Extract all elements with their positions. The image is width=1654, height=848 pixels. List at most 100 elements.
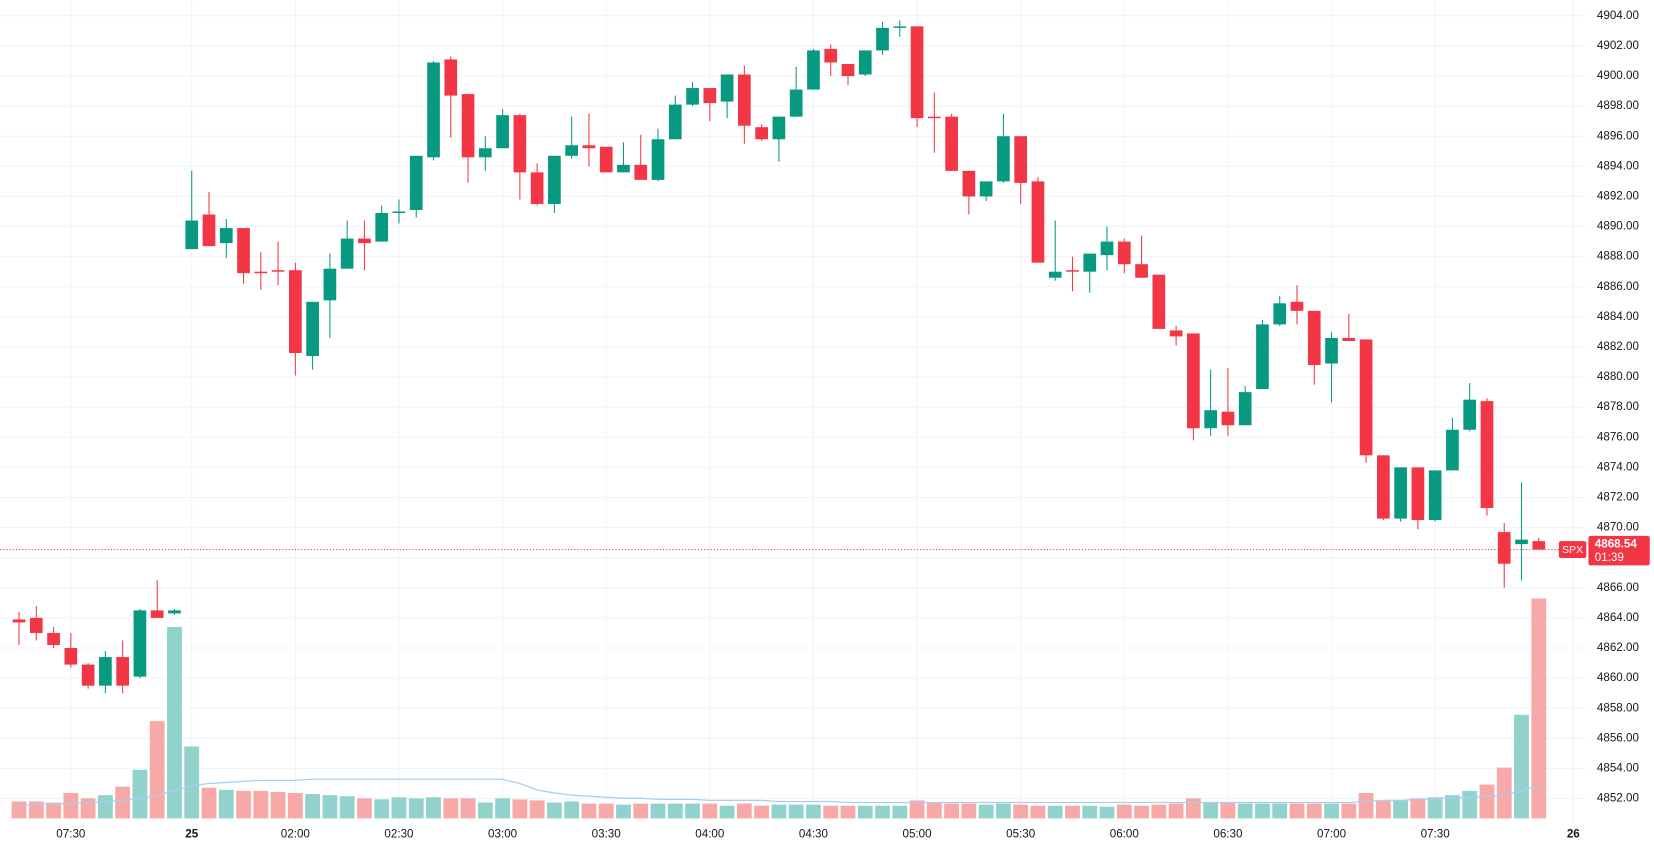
volume-bar [529,800,545,819]
volume-bar [132,769,148,819]
volume-bar [546,802,562,819]
candle-body [1238,392,1252,426]
candle-body [133,610,147,677]
candle-body [1135,264,1148,278]
volume-bar [1013,804,1029,819]
x-tick-label: 04:30 [799,827,829,840]
candle-body [755,127,768,140]
volume-bar [236,790,251,819]
volume-bar [961,803,977,819]
candle-body [513,115,527,173]
volume-bar [357,798,372,819]
candle-body [824,48,838,63]
x-tick-label: 06:00 [1110,827,1140,840]
volume-layer [11,598,1547,819]
candle-body [599,146,613,173]
candle-body [116,657,129,686]
x-tick-label: 04:00 [695,827,725,840]
candle-body [668,104,682,140]
candle-body [738,74,751,126]
candle-body [219,228,233,244]
candle-body [1307,310,1321,366]
volume-bar [650,803,666,819]
y-tick-label: 4882.00 [1597,340,1640,353]
volume-bar [616,804,631,819]
candle-body [720,74,734,102]
y-tick-label: 4900.00 [1597,69,1640,82]
y-tick-label: 4902.00 [1597,39,1640,52]
volume-bar [167,627,182,819]
candle-body [1066,270,1079,272]
volume-bar [892,805,908,819]
volume-bar [996,803,1011,819]
volume-bar [426,797,441,819]
volume-bar [1462,790,1478,819]
candle-body [306,301,319,356]
volume-bar [771,804,787,819]
candle-body [358,238,371,244]
volume-bar [1134,805,1149,819]
volume-bar [1272,803,1288,819]
candle-body [1428,470,1442,521]
volume-bar [1375,800,1391,819]
candle-body [807,50,820,90]
y-tick-label: 4886.00 [1597,280,1640,293]
candle-body [772,116,786,140]
y-tick-label: 4872.00 [1597,491,1640,504]
candle-body [1152,274,1166,329]
candle-body [1187,333,1200,429]
candle-body [1411,467,1425,521]
candle-body [582,145,596,149]
x-tick-label: 05:00 [903,827,933,840]
x-tick-label: 02:30 [384,827,414,840]
candle-body [185,220,199,250]
volume-bar [1496,767,1512,819]
price-label: 4868.54 [1595,537,1638,550]
y-tick-label: 4880.00 [1597,370,1640,383]
volume-bar [857,805,873,819]
volume-bar [1237,803,1253,819]
y-tick-label: 4896.00 [1597,129,1640,142]
y-tick-label: 4852.00 [1597,792,1640,805]
x-tick-label: 05:30 [1006,827,1036,840]
candle-body [1446,429,1459,471]
price-box [1588,535,1650,566]
y-tick-label: 4898.00 [1597,99,1640,112]
x-tick-label: 07:00 [1317,827,1347,840]
volume-bar [1030,805,1046,819]
candle-body [289,270,302,353]
volume-bar [1324,803,1339,819]
candle-body [392,211,406,213]
volume-bar [1479,784,1495,819]
volume-bar [253,790,269,819]
volume-bar [287,793,303,819]
volume-bar [322,795,338,819]
volume-bar [1099,806,1115,819]
volume-ma-line [18,778,1539,807]
volume-bar [1082,805,1098,819]
volume-bar [1065,805,1080,819]
x-tick-label: 03:00 [488,827,518,840]
candle-body [29,617,43,633]
candle-body [1497,532,1511,564]
y-tick-label: 4858.00 [1597,701,1640,714]
volume-bar [581,803,597,819]
candle-body [1014,136,1028,183]
candle-body [12,619,26,623]
volume-bar [702,803,718,819]
volume-bar [1220,802,1236,819]
volume-bar [495,798,510,819]
candle-body [634,164,648,180]
volume-bar [1358,793,1374,819]
candle-body [927,116,941,119]
candle-body [478,148,492,158]
candle-body [1376,455,1390,519]
volume-bar [339,796,355,819]
volume-bar [305,794,321,819]
volume-bar [1427,797,1443,819]
volume-bar [598,803,614,819]
candle-body [617,164,630,173]
volume-bar [1514,714,1529,819]
candle-body [548,155,561,204]
